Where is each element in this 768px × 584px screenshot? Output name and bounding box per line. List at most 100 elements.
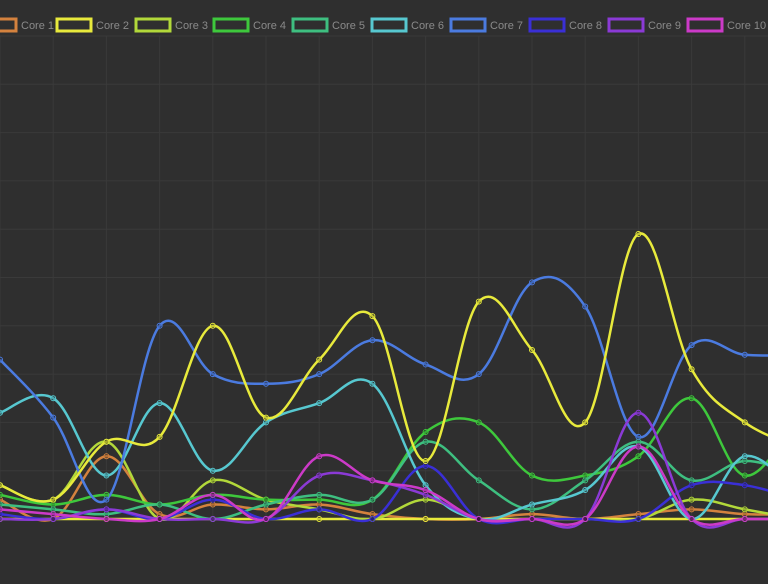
- data-point-core-5: [156, 501, 163, 508]
- data-point-core-10: [741, 516, 748, 522]
- legend-swatch: [528, 17, 566, 33]
- data-point-unlabeled-10: [688, 366, 695, 373]
- data-point-core-5: [50, 506, 57, 513]
- legend-item-core-9[interactable]: Core 9: [607, 17, 681, 33]
- data-point-core-5: [741, 458, 748, 465]
- data-point-core-9: [209, 516, 216, 522]
- legend-label: Core 5: [332, 20, 365, 32]
- data-point-core-2: [316, 516, 323, 522]
- legend-swatch: [134, 17, 172, 33]
- data-point-core-9: [50, 516, 57, 522]
- data-point-core-7: [263, 380, 269, 387]
- data-point-core-10: [50, 511, 57, 518]
- data-point-core-7: [422, 361, 429, 368]
- data-point-core-10: [635, 443, 642, 450]
- data-point-core-10: [103, 516, 110, 522]
- data-point-core-7: [103, 496, 110, 503]
- legend-label: Core 7: [490, 20, 523, 32]
- legend-item-core-3[interactable]: Core 3: [134, 17, 208, 33]
- data-point-core-2: [422, 516, 429, 522]
- data-point-core-6: [50, 395, 57, 402]
- data-point-unlabeled-10: [635, 231, 642, 238]
- series-line-core-10: [0, 445, 768, 526]
- data-point-core-5: [422, 438, 429, 445]
- data-point-core-9: [635, 409, 642, 416]
- legend-item-core-6[interactable]: Core 6: [370, 17, 444, 33]
- legend-item-core-8[interactable]: Core 8: [528, 17, 602, 33]
- data-point-core-10: [0, 506, 3, 513]
- data-point-core-5: [316, 491, 323, 498]
- data-point-core-4: [741, 472, 748, 479]
- data-point-core-6: [529, 501, 535, 508]
- legend-item-core-4[interactable]: Core 4: [212, 17, 286, 33]
- series-lines: [0, 232, 768, 529]
- data-point-core-10: [582, 516, 589, 522]
- grid-lines: [0, 35, 768, 520]
- data-point-core-7: [50, 414, 57, 421]
- legend-item-core-1[interactable]: Core 1: [0, 17, 54, 33]
- data-point-core-7: [156, 322, 163, 329]
- data-point-core-7: [0, 356, 3, 363]
- data-point-core-8: [316, 506, 323, 513]
- data-point-core-7: [635, 433, 642, 440]
- data-point-core-6: [263, 419, 269, 426]
- data-point-core-7: [369, 337, 376, 344]
- data-point-unlabeled-10: [475, 298, 482, 305]
- data-point-core-5: [688, 477, 695, 484]
- data-point-core-10: [156, 516, 163, 522]
- data-point-core-7: [741, 351, 748, 358]
- data-point-core-7: [582, 303, 589, 310]
- data-point-core-4: [422, 429, 429, 436]
- data-point-core-9: [422, 491, 429, 498]
- data-point-core-4: [316, 496, 323, 503]
- legend-swatch: [212, 17, 250, 33]
- data-point-unlabeled-10: [209, 322, 216, 329]
- data-point-core-6: [156, 400, 163, 407]
- data-point-core-5: [635, 438, 642, 445]
- legend-swatch: [686, 17, 724, 33]
- legend-swatch: [0, 17, 18, 33]
- legend-swatch: [607, 17, 645, 33]
- data-point-core-5: [475, 477, 482, 484]
- legend-label: Core 9: [648, 20, 681, 32]
- data-point-unlabeled-10: [263, 414, 269, 421]
- data-point-core-7: [529, 279, 535, 286]
- data-point-unlabeled-10: [103, 438, 110, 445]
- data-point-core-4: [688, 395, 695, 402]
- data-point-core-1: [688, 506, 695, 513]
- data-point-unlabeled-10: [156, 433, 163, 440]
- data-point-core-4: [475, 419, 482, 426]
- legend-label: Core 1: [21, 20, 54, 32]
- data-point-core-10: [422, 487, 429, 494]
- data-point-core-4: [103, 491, 110, 498]
- data-point-core-5: [582, 477, 589, 484]
- legend-item-core-5[interactable]: Core 5: [291, 17, 365, 33]
- legend-item-core-7[interactable]: Core 7: [449, 17, 523, 33]
- data-point-core-3: [741, 506, 748, 513]
- data-point-core-5: [0, 501, 3, 508]
- data-point-unlabeled-10: [0, 482, 3, 489]
- legend-item-core-2[interactable]: Core 2: [55, 17, 129, 33]
- series-line-core-8: [0, 464, 768, 525]
- data-point-core-3: [209, 477, 216, 484]
- data-point-core-8: [0, 511, 3, 518]
- series-line-unlabeled-10: [0, 232, 768, 503]
- data-point-core-8: [209, 496, 216, 503]
- data-point-core-7: [316, 371, 323, 378]
- data-point-core-6: [316, 400, 323, 407]
- data-point-core-10: [369, 477, 376, 484]
- legend-label: Core 4: [253, 20, 286, 32]
- legend-swatch: [291, 17, 329, 33]
- data-point-unlabeled-10: [369, 313, 376, 320]
- data-point-core-7: [475, 371, 482, 378]
- legend-item-core-10[interactable]: Core 10: [686, 17, 766, 33]
- data-point-core-1: [741, 511, 748, 518]
- data-point-core-4: [50, 501, 57, 508]
- data-point-core-8: [741, 482, 748, 489]
- data-point-core-1: [263, 506, 269, 513]
- data-point-core-9: [0, 516, 3, 522]
- data-point-core-4: [582, 472, 589, 479]
- data-point-core-10: [475, 516, 482, 522]
- data-point-core-8: [635, 516, 642, 522]
